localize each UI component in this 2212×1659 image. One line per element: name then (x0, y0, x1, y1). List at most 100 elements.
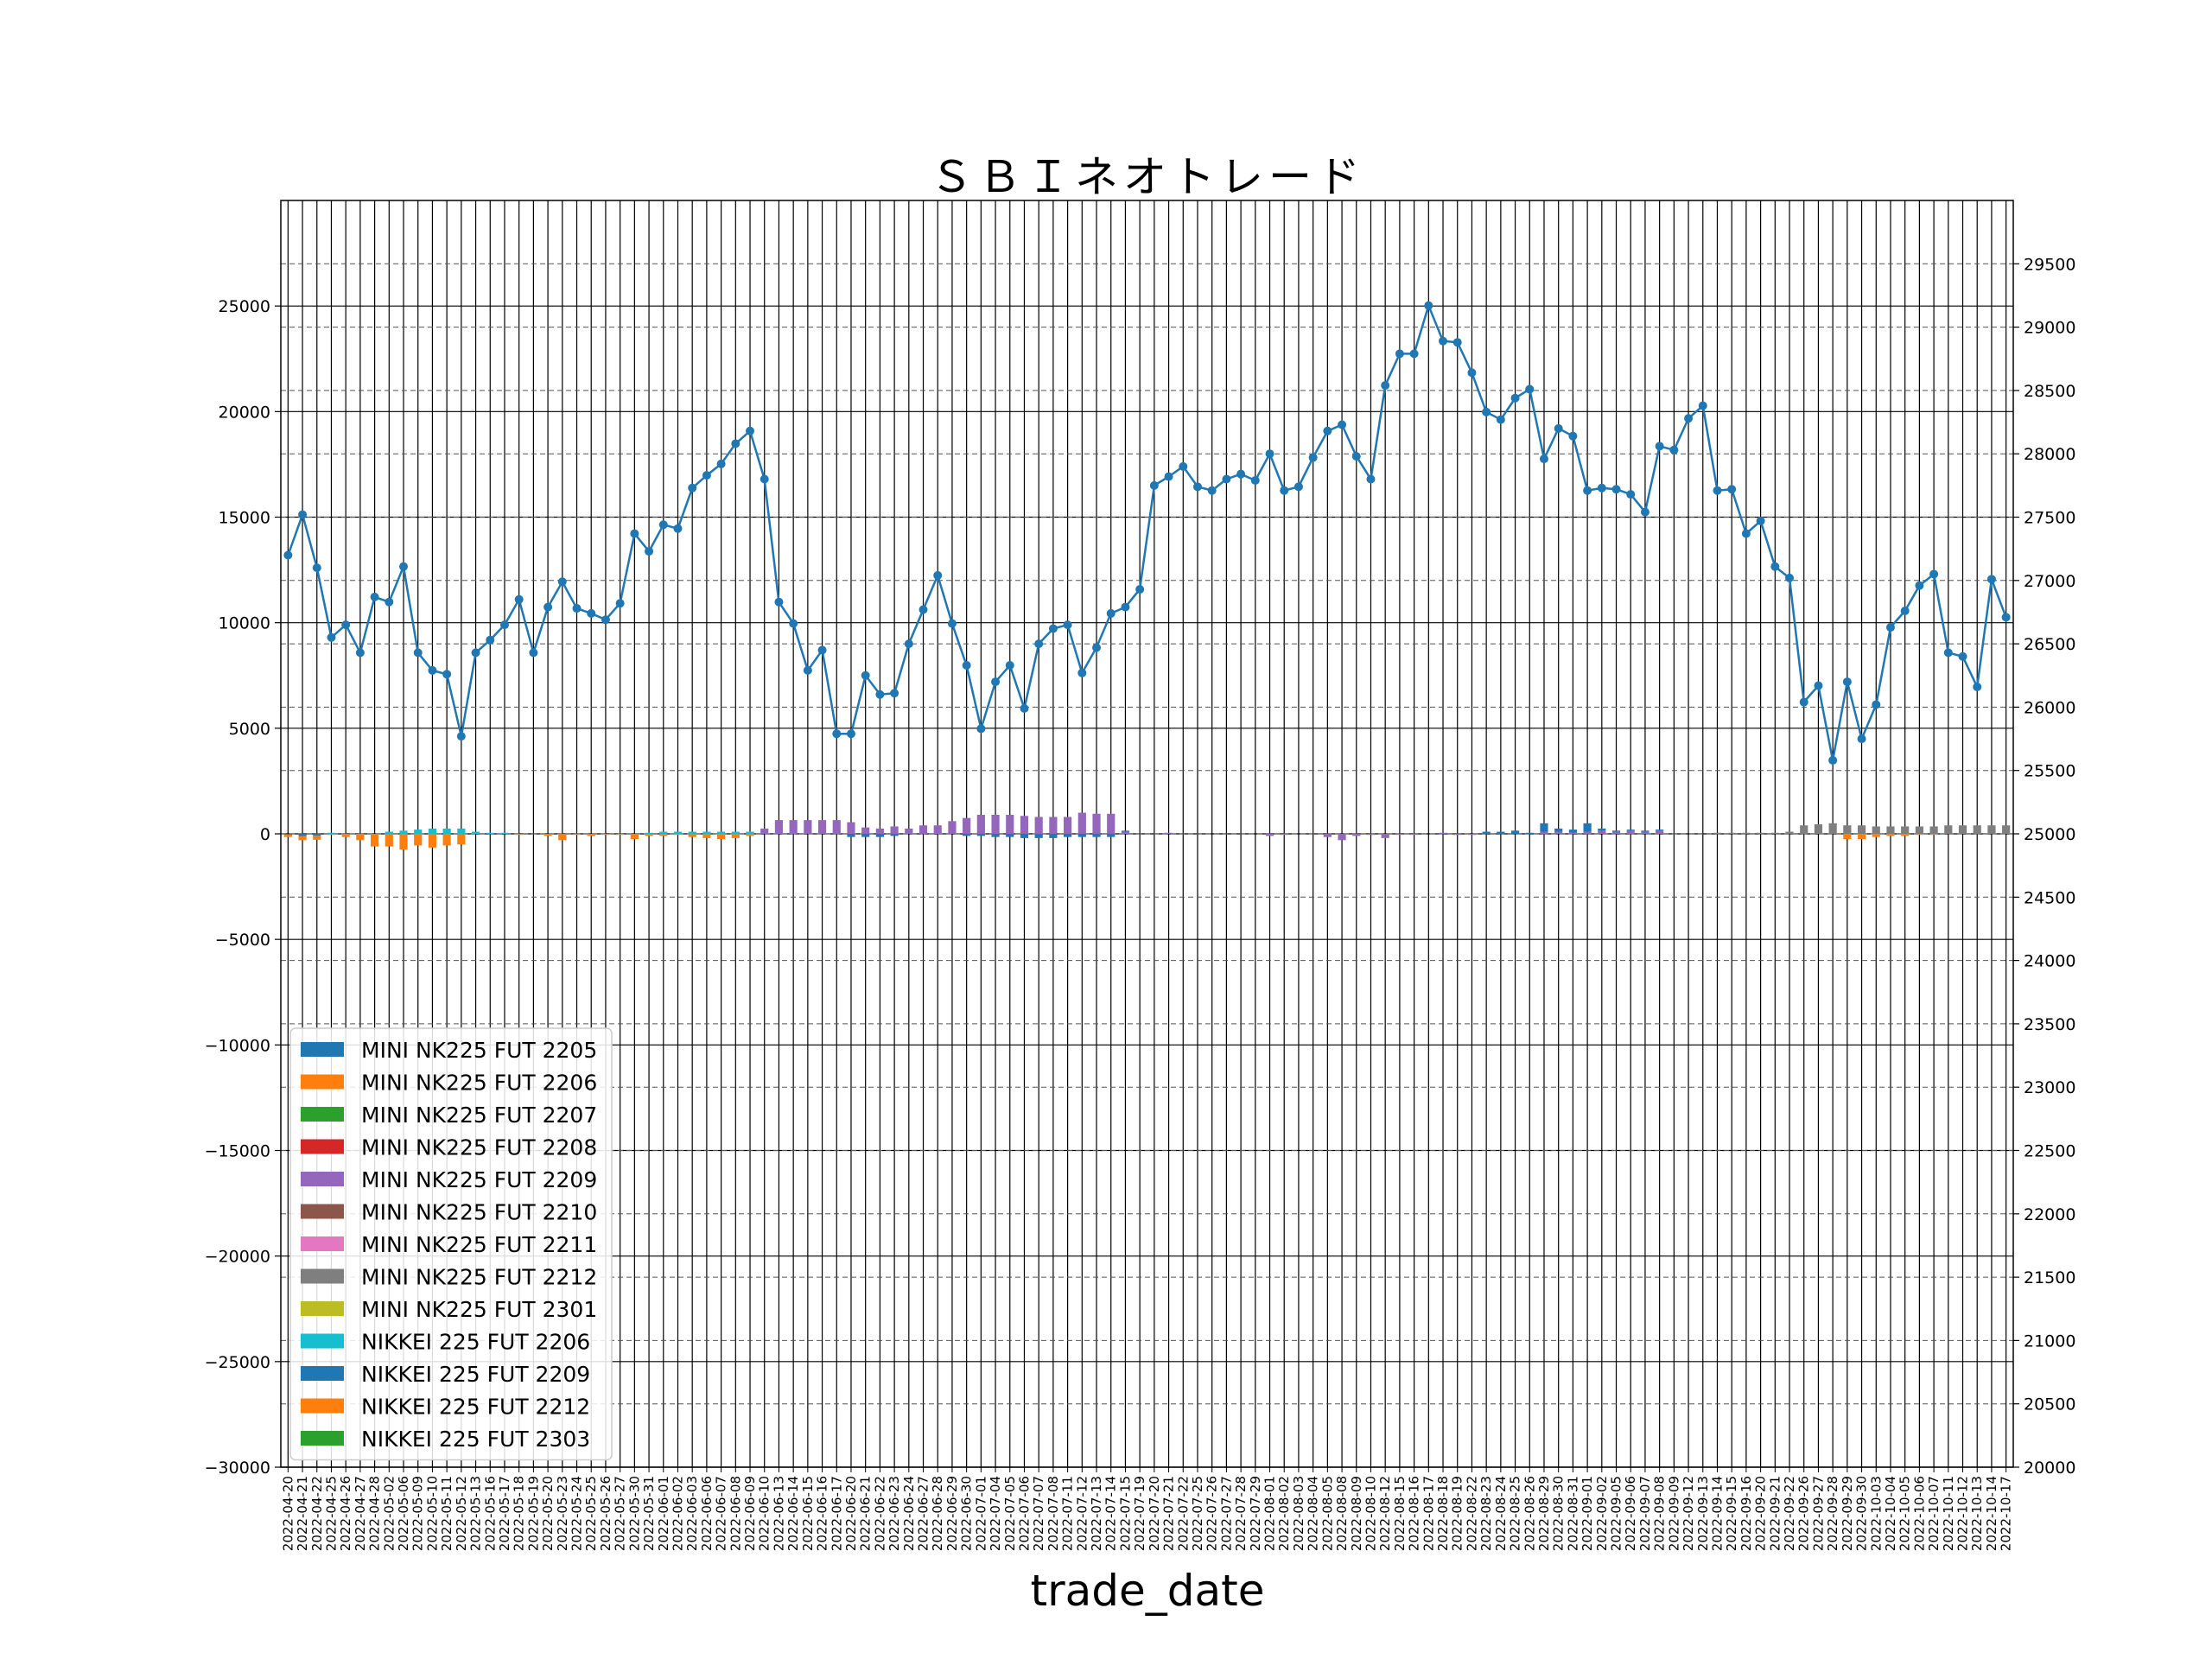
bar (587, 834, 595, 836)
bar (1525, 832, 1534, 834)
y-tick-label: 0 (260, 825, 270, 844)
axis-layer: −30000 −25000 −20000 −15000 −10000 −5000 0 5000… (205, 200, 2075, 1551)
x-tick-label: 2022-07-27 (1218, 1476, 1234, 1551)
x-tick-label: 2022-05-26 (598, 1476, 613, 1551)
bar (1583, 823, 1592, 832)
bar (645, 832, 653, 834)
y2-tick-label: 22500 (2024, 1142, 2075, 1161)
price-point (587, 608, 596, 618)
x-tick-label: 2022-08-24 (1493, 1476, 1509, 1551)
price-point (1424, 301, 1433, 310)
legend-swatch (301, 1268, 344, 1284)
bar (890, 826, 899, 834)
x-tick-label: 2022-06-01 (656, 1476, 671, 1551)
price-point (1452, 338, 1462, 347)
price-point (688, 483, 697, 493)
x-tick-label: 2022-05-13 (468, 1476, 484, 1551)
y2-tick-label: 25500 (2024, 762, 2075, 781)
x-tick-label: 2022-08-18 (1435, 1476, 1451, 1551)
x-tick-label: 2022-10-17 (1999, 1476, 2014, 1551)
price-point (1034, 639, 1044, 649)
bar (1770, 832, 1779, 834)
bar (356, 834, 365, 841)
bar (1915, 834, 1923, 836)
legend-swatch (301, 1333, 344, 1349)
x-tick-label: 2022-09-21 (1767, 1476, 1783, 1551)
legend-swatch (301, 1172, 344, 1186)
price-point (1626, 490, 1636, 499)
legend-label: NIKKEI 225 FUT 2209 (361, 1362, 590, 1387)
bar (774, 820, 784, 834)
y2-tick-label: 25000 (2024, 825, 2075, 844)
bar (731, 831, 740, 834)
legend-swatch (301, 1398, 344, 1414)
bar (1611, 831, 1621, 834)
price-point (1323, 426, 1332, 435)
y2-tick-label: 28000 (2024, 445, 2075, 464)
bar (1944, 825, 1953, 834)
price-point (601, 615, 610, 625)
price-point (702, 471, 711, 480)
price-point (1583, 486, 1592, 495)
y-tick-label: −20000 (205, 1248, 270, 1267)
bar (500, 832, 509, 834)
price-point (1713, 486, 1722, 495)
price-point (1900, 606, 1910, 615)
x-tick-label: 2022-08-12 (1377, 1476, 1393, 1551)
x-tick-label: 2022-05-02 (381, 1476, 397, 1551)
price-point (904, 639, 913, 649)
bar (1554, 831, 1563, 834)
bar (1077, 834, 1086, 837)
legend-swatch (301, 1204, 344, 1219)
price-point (1611, 485, 1621, 494)
price-point (341, 620, 351, 630)
x-tick-label: 2022-08-08 (1334, 1476, 1350, 1551)
legend-label: NIKKEI 225 FUT 2303 (361, 1427, 590, 1452)
y2-tick-label: 22000 (2024, 1205, 2075, 1224)
bar (1049, 834, 1058, 838)
price-point (1986, 575, 1996, 584)
bar (298, 836, 307, 841)
bar (1656, 830, 1664, 834)
x-tick-label: 2022-06-06 (699, 1476, 715, 1551)
price-point (1799, 697, 1808, 707)
price-point (355, 648, 365, 658)
x-tick-label: 2022-04-20 (280, 1476, 296, 1551)
bar (875, 828, 884, 834)
bar (1641, 830, 1649, 832)
bar (558, 834, 567, 841)
y-tick-label: 5000 (229, 720, 270, 739)
x-tick-label: 2022-08-05 (1319, 1476, 1335, 1551)
x-tick-label: 2022-05-20 (540, 1476, 556, 1551)
price-point (1077, 668, 1087, 677)
x-tick-label: 2022-08-29 (1536, 1476, 1552, 1551)
price-point (1149, 480, 1159, 490)
price-point (630, 529, 639, 538)
bar (385, 831, 393, 834)
bar (673, 831, 683, 834)
x-tick-label: 2022-08-04 (1306, 1476, 1321, 1551)
x-tick-label: 2022-07-21 (1161, 1476, 1177, 1551)
x-tick-label: 2022-09-07 (1637, 1476, 1653, 1551)
x-tick-label: 2022-07-01 (973, 1476, 988, 1551)
price-point (499, 620, 509, 630)
price-point (1135, 585, 1145, 594)
bar (1006, 834, 1014, 837)
x-tick-label: 2022-05-16 (482, 1476, 498, 1551)
price-point (1121, 602, 1130, 612)
y2-tick-label: 28500 (2024, 382, 2075, 401)
x-tick-label: 2022-09-20 (1753, 1476, 1769, 1551)
x-tick-label: 2022-06-08 (728, 1476, 743, 1551)
bar (1381, 834, 1389, 838)
bar (442, 828, 451, 834)
price-point (861, 671, 870, 680)
x-tick-label: 2022-10-12 (1955, 1476, 1971, 1551)
x-tick-label: 2022-07-04 (988, 1476, 1003, 1551)
x-tick-label: 2022-10-05 (1897, 1476, 1913, 1551)
bar (1857, 834, 1866, 840)
bar (948, 821, 957, 834)
price-point (1756, 516, 1765, 525)
price-point (1785, 573, 1795, 582)
x-tick-label: 2022-05-11 (439, 1476, 454, 1551)
bar (1482, 831, 1491, 834)
